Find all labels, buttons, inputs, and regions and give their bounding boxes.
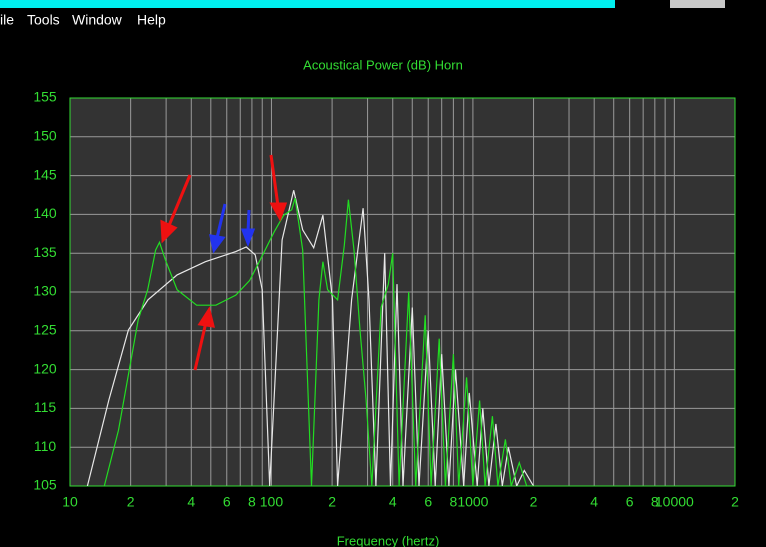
y-tick-label: 110 (34, 438, 57, 454)
x-tick-label: 2 (731, 494, 739, 510)
series-line (103, 197, 534, 486)
y-tick-label: 140 (33, 205, 57, 221)
title-button (670, 0, 725, 8)
title-strip (0, 0, 615, 8)
series-line (86, 190, 535, 486)
menu-item[interactable]: Help (137, 12, 166, 28)
x-tick-label: 6 (223, 494, 231, 510)
x-axis-label: Frequency (hertz) (337, 533, 440, 547)
x-tick-label: 6 (424, 494, 432, 510)
y-tick-label: 125 (33, 322, 57, 338)
chart-title: Acoustical Power (dB) Horn (303, 57, 463, 72)
x-tick-label: 8 (651, 494, 659, 510)
arrow (193, 321, 208, 371)
y-tick-label: 105 (33, 477, 57, 493)
x-tick-label: 4 (590, 494, 598, 510)
y-tick-label: 130 (33, 283, 57, 299)
x-tick-label: 100 (260, 494, 284, 510)
x-tick-label: 2 (530, 494, 538, 510)
arrow (166, 174, 192, 229)
arrow (215, 203, 227, 239)
menu-item[interactable]: Window (72, 12, 123, 28)
arrow-head (269, 202, 288, 222)
x-tick-label: 8 (449, 494, 457, 510)
y-tick-label: 135 (33, 244, 57, 260)
x-tick-label: 4 (187, 494, 195, 510)
arrow-head (240, 228, 256, 248)
x-tick-label: 10000 (655, 494, 694, 510)
x-tick-label: 2 (328, 494, 336, 510)
arrow-head (160, 219, 178, 244)
x-tick-label: 2 (127, 494, 135, 510)
arrow-head (209, 234, 226, 254)
x-tick-label: 8 (248, 494, 256, 510)
arrow-head (197, 306, 216, 328)
arrow (246, 209, 251, 233)
y-tick-label: 145 (33, 166, 57, 182)
menu-item[interactable]: Tools (27, 12, 60, 28)
y-tick-label: 120 (33, 360, 57, 376)
x-tick-label: 6 (626, 494, 634, 510)
menu-item[interactable]: ile (0, 12, 14, 28)
y-tick-label: 155 (33, 89, 57, 105)
annotations (160, 154, 288, 371)
y-tick-label: 115 (34, 399, 57, 415)
y-tick-label: 150 (33, 128, 57, 144)
x-tick-label: 10 (62, 494, 78, 510)
x-tick-label: 1000 (457, 494, 488, 510)
arrow (269, 154, 280, 207)
x-tick-label: 4 (389, 494, 397, 510)
